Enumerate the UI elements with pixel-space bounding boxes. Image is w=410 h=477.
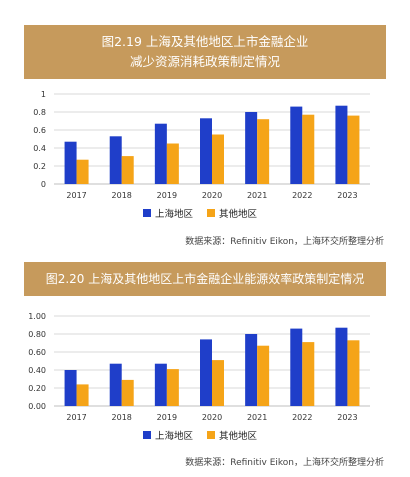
chart2-bar-other-2020 [212, 360, 224, 406]
chart1-ytick-label: 1 [41, 90, 46, 99]
chart2-bar-other-2021 [257, 345, 270, 406]
chart1-bar-shanghai-2018 [109, 136, 122, 184]
chart2-bar-shanghai-2017 [64, 370, 77, 406]
chart2-bar-other-2017 [76, 384, 89, 406]
chart1-title-line1: 图2.19 上海及其他地区上市金融企业 [101, 34, 309, 49]
chart2-bar-other-2023 [347, 340, 360, 406]
chart1-xtick-label: 2020 [202, 191, 222, 200]
chart2-title-line1: 图2.20 上海及其他地区上市金融企业能源效率政策制定情况 [45, 272, 365, 286]
chart2-xtick-label: 2017 [66, 413, 86, 422]
chart1-xtick-label: 2022 [292, 191, 312, 200]
chart2-xtick-label: 2020 [202, 413, 222, 422]
chart1-bar-other-2022 [302, 114, 315, 184]
chart1-bar-shanghai-2020 [200, 118, 212, 184]
chart1-bar-other-2021 [257, 119, 270, 184]
chart1-bar-shanghai-2017 [64, 141, 77, 184]
chart2-ytick-label: 0.00 [28, 402, 46, 411]
chart1-legend-label: 其他地区 [219, 208, 258, 220]
chart1-title-banner: 图2.19 上海及其他地区上市金融企业 减少资源消耗政策制定情况 [24, 25, 386, 79]
chart1-xtick-label: 2021 [247, 191, 267, 200]
chart2-bar-other-2019 [166, 369, 179, 406]
chart2-bar-shanghai-2019 [154, 363, 167, 406]
chart2-plot: 0.00 0.20 0.40 0.60 0.80 1.00 2017 2018 2019 2020… [28, 312, 370, 442]
chart2-bar-other-2022 [302, 342, 315, 406]
chart2-bar-shanghai-2021 [245, 334, 258, 406]
chart2-bar-shanghai-2023 [335, 327, 348, 406]
chart2-bar-shanghai-2018 [109, 363, 122, 406]
chart2-xtick-label: 2022 [292, 413, 312, 422]
chart2-legend-label: 其他地区 [219, 430, 258, 442]
chart2-ytick-label: 1.00 [28, 312, 46, 321]
chart1-ytick-label: 0.8 [33, 108, 46, 117]
chart2-bar-other-2018 [121, 379, 134, 406]
chart2-legend-swatch [143, 431, 151, 439]
chart1-bar-other-2019 [166, 143, 179, 184]
chart1-ytick-label: 0 [41, 180, 46, 189]
chart1-legend-label: 上海地区 [155, 208, 194, 220]
chart2-xtick-label: 2021 [247, 413, 267, 422]
chart2-ytick-label: 0.20 [28, 384, 46, 393]
chart1-xtick-label: 2023 [337, 191, 357, 200]
chart2-xtick-label: 2019 [157, 413, 177, 422]
chart1-bar-shanghai-2019 [154, 123, 167, 184]
chart1-bar-shanghai-2022 [290, 106, 303, 184]
chart2-title-banner: 图2.20 上海及其他地区上市金融企业能源效率政策制定情况 [24, 262, 386, 296]
chart1-source: 数据来源：Refinitiv Eikon，上海环交所整理分析 [185, 237, 384, 247]
chart2-legend-label: 上海地区 [155, 430, 194, 442]
chart1-legend-swatch [143, 209, 151, 217]
chart1-bar-shanghai-2021 [245, 112, 258, 184]
chart2-ytick-label: 0.60 [28, 348, 46, 357]
chart2-legend-swatch [207, 431, 215, 439]
chart1-bar-other-2023 [347, 115, 360, 184]
chart1-bar-other-2017 [76, 159, 89, 184]
chart1-bar-shanghai-2023 [335, 105, 348, 184]
chart2-xtick-label: 2018 [112, 413, 132, 422]
chart1-title-line2: 减少资源消耗政策制定情况 [129, 54, 280, 69]
chart2-source: 数据来源：Refinitiv Eikon，上海环交所整理分析 [185, 458, 384, 468]
chart1-bar-other-2020 [212, 134, 224, 184]
chart2-bar-shanghai-2022 [290, 328, 303, 406]
chart1-xtick-label: 2017 [66, 191, 86, 200]
chart1-legend-swatch [207, 209, 215, 217]
chart1-xtick-label: 2019 [157, 191, 177, 200]
chart1-ytick-label: 0.2 [33, 162, 46, 171]
chart1-xtick-label: 2018 [112, 191, 132, 200]
chart2-xtick-label: 2023 [337, 413, 357, 422]
chart1-plot: 0 0.2 0.4 0.6 0.8 1 2017 2018 2019 2020 2021 2022 20… [33, 90, 370, 220]
chart2-bar-shanghai-2020 [200, 339, 212, 406]
chart2-ytick-label: 0.80 [28, 330, 46, 339]
chart1-ytick-label: 0.4 [33, 144, 46, 153]
chart1-ytick-label: 0.6 [33, 126, 46, 135]
chart1-bar-other-2018 [121, 156, 134, 184]
chart2-ytick-label: 0.40 [28, 366, 46, 375]
